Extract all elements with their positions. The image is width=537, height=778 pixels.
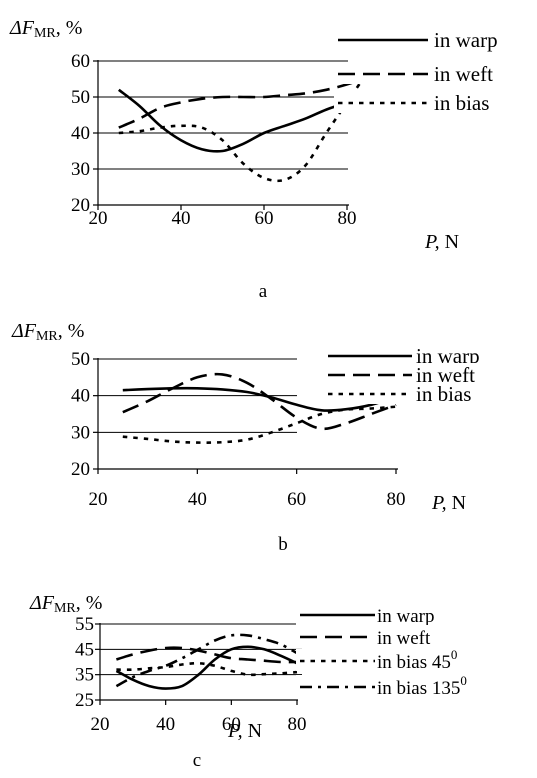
x-tick-label: 20: [91, 714, 110, 735]
legend-label-text: in weft: [434, 62, 493, 86]
y-tick-label: 25: [75, 690, 94, 711]
x-tick-label: 40: [188, 489, 207, 510]
y-tick-label: 60: [71, 51, 90, 72]
legend-background: [324, 344, 533, 366]
y-axis-label-symbol: ΔF: [9, 17, 35, 39]
y-axis-label-subscript: MR: [54, 601, 76, 616]
y-axis-label-unit: , %: [56, 17, 83, 39]
legend-background: [296, 675, 533, 697]
legend-label: in weft: [434, 62, 493, 86]
x-axis-label: P, N: [424, 231, 459, 253]
y-axis-label-unit: , %: [58, 320, 85, 342]
legend-background: [324, 382, 533, 404]
y-tick-label: 20: [71, 459, 90, 480]
x-tick-label: 20: [89, 489, 108, 510]
y-tick-label: 45: [75, 639, 94, 660]
legend-label-superscript: 0: [460, 673, 467, 688]
y-tick-label: 55: [75, 614, 94, 635]
x-axis-label-symbol: P,: [431, 492, 447, 514]
legend-background: [334, 91, 533, 113]
y-tick-label: 40: [71, 386, 90, 407]
legend-label: in bias: [416, 382, 471, 406]
series-line-in-bias-135: [115, 633, 298, 688]
legend-label: in weft: [377, 628, 431, 649]
legend-label-text: in bias: [416, 382, 471, 406]
series-line-in-weft: [122, 372, 397, 431]
x-tick-label: 80: [288, 714, 307, 735]
x-axis-label-unit: N: [243, 720, 262, 742]
x-axis-label-symbol: P,: [424, 231, 440, 253]
x-tick-label: 60: [222, 714, 241, 735]
x-tick-label: 80: [387, 489, 406, 510]
x-tick-label: 40: [172, 208, 191, 229]
x-tick-label: 60: [255, 208, 274, 229]
x-axis-label: P, N: [227, 720, 262, 742]
legend-background: [324, 363, 533, 385]
legend-label: in warp: [377, 606, 435, 627]
x-axis-label: P, N: [431, 492, 466, 514]
y-tick-label: 35: [75, 665, 94, 686]
panel-caption: c: [193, 750, 201, 771]
legend-background: [334, 62, 533, 84]
legend-background: [296, 625, 533, 647]
y-axis-label-subscript: MR: [36, 329, 58, 344]
y-axis-label-subscript: MR: [34, 26, 56, 41]
y-axis-label: ΔFMR, %: [29, 592, 102, 616]
series-line-in-warp: [115, 645, 298, 690]
series-line-in-bias: [118, 71, 369, 183]
panel-caption: b: [278, 534, 288, 555]
legend-label: in warp: [434, 28, 498, 52]
x-tick-label: 20: [89, 208, 108, 229]
y-tick-label: 30: [71, 422, 90, 443]
legend-label-text: in bias: [434, 91, 489, 115]
legend-label-text: in bias 45: [377, 652, 451, 673]
y-tick-label: 20: [71, 195, 90, 216]
y-tick-label: 30: [71, 159, 90, 180]
legend-label-text: in warp: [434, 28, 498, 52]
x-axis-label-unit: N: [447, 492, 466, 514]
y-axis-label: ΔFMR, %: [11, 320, 84, 344]
x-tick-label: 80: [338, 208, 357, 229]
series-line-in-bias: [122, 405, 397, 444]
y-axis-label-unit: , %: [76, 592, 103, 614]
y-axis-label: ΔFMR, %: [9, 17, 82, 41]
y-axis-label-symbol: ΔF: [29, 592, 55, 614]
legend-background: [334, 28, 533, 50]
legend-label-text: in warp: [377, 606, 435, 627]
x-axis-label-unit: N: [440, 231, 459, 253]
legend-label-superscript: 0: [451, 647, 458, 662]
x-axis-label-symbol: P,: [227, 720, 243, 742]
legend-background: [296, 649, 533, 671]
legend-label-text: in weft: [377, 628, 431, 649]
series-line-in-warp: [117, 88, 369, 153]
panel-caption: a: [259, 281, 268, 302]
y-tick-label: 40: [71, 123, 90, 144]
y-axis-label-symbol: ΔF: [11, 320, 37, 342]
legend-label: in bias: [434, 91, 489, 115]
y-tick-label: 50: [71, 87, 90, 108]
legend-background: [296, 603, 533, 625]
legend-label: in bias 1350: [377, 673, 467, 699]
y-tick-label: 50: [71, 349, 90, 370]
x-tick-label: 60: [287, 489, 306, 510]
legend-label-text: in bias 135: [377, 678, 460, 699]
series-line-in-bias-45: [116, 661, 298, 677]
series-line-in-weft: [116, 646, 298, 664]
series-line-in-weft: [118, 75, 369, 129]
x-tick-label: 40: [156, 714, 175, 735]
legend-label: in bias 450: [377, 647, 457, 673]
